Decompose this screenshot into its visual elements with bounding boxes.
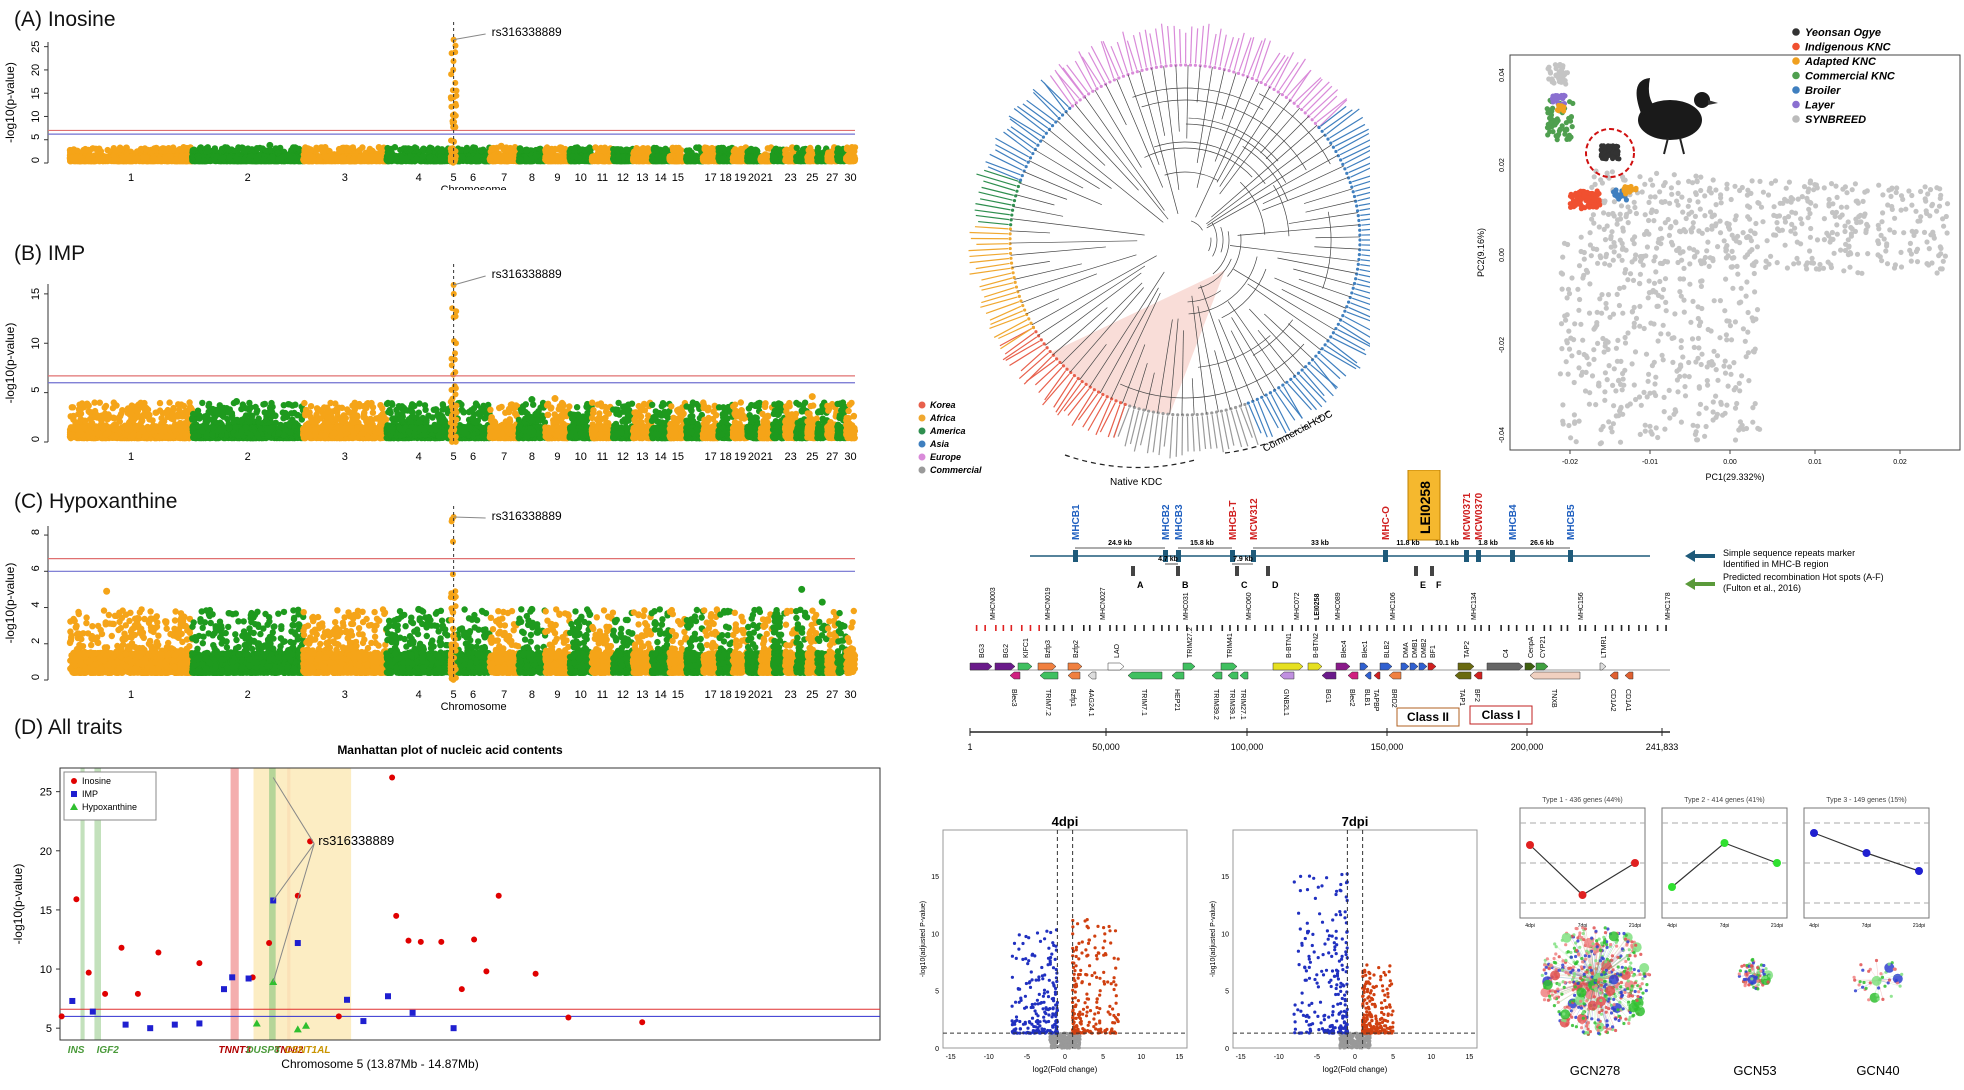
- snp-point: [458, 153, 466, 160]
- snp-point: [343, 144, 350, 152]
- snp-point: [315, 156, 323, 163]
- snp-point: [322, 154, 329, 161]
- y-tick-label: 0: [30, 157, 42, 163]
- snp-point: [102, 154, 109, 161]
- snp-point: [307, 146, 314, 153]
- snp-point: [278, 154, 285, 162]
- snp-point: [321, 144, 328, 151]
- snp-point: [184, 147, 191, 154]
- snp-point: [610, 146, 617, 153]
- y-axis-label: -log10(p-value): [3, 62, 17, 143]
- snp-point: [123, 144, 130, 151]
- y-tick-label: 15: [30, 87, 42, 99]
- snp-point: [349, 156, 356, 163]
- snp-point: [339, 154, 347, 161]
- snp-point: [413, 145, 420, 152]
- snp-point: [74, 147, 81, 154]
- snp-point: [195, 155, 202, 162]
- snp-point: [116, 146, 124, 153]
- snp-point: [305, 156, 312, 163]
- snp-point: [473, 154, 480, 162]
- snp-point: [139, 154, 147, 161]
- snp-point: [571, 145, 578, 153]
- snp-point: [393, 156, 400, 163]
- snp-point: [504, 146, 511, 153]
- snp-point: [543, 144, 551, 151]
- snp-point: [544, 156, 551, 163]
- snp-point: [359, 144, 366, 151]
- snp-point: [161, 155, 169, 162]
- snp-point: [119, 154, 127, 162]
- snp-point: [260, 156, 267, 163]
- snp-point: [226, 154, 233, 161]
- snp-point: [598, 153, 605, 161]
- snp-point: [437, 156, 444, 163]
- snp-point: [78, 157, 85, 164]
- y-tick-label: 10: [30, 110, 42, 122]
- snp-point: [167, 145, 174, 152]
- snp-point: [517, 156, 524, 163]
- snp-point: [387, 155, 394, 163]
- snp-point: [419, 153, 427, 160]
- panel-title-a: (A) Inosine: [14, 8, 116, 32]
- snp-point: [89, 153, 96, 161]
- snp-point: [573, 154, 580, 161]
- y-tick-label: 5: [30, 134, 42, 140]
- snp-point: [178, 156, 185, 163]
- manhattan-panel-a: (A) Inosine 0 5 10 15 20 25 -log10(p-value) rs3…: [0, 0, 880, 190]
- snp-point: [196, 144, 204, 152]
- snp-point: [493, 154, 500, 162]
- snp-point: [590, 153, 597, 160]
- snp-point: [253, 145, 261, 152]
- snp-point: [104, 146, 111, 154]
- snp-point: [407, 145, 414, 153]
- snp-point: [133, 154, 141, 162]
- snp-point: [125, 155, 133, 163]
- snp-point: [334, 155, 341, 162]
- snp-point: [172, 156, 179, 163]
- snp-point: [550, 146, 557, 154]
- snp-point: [413, 155, 420, 162]
- snp-point: [69, 154, 76, 162]
- snp-point: [313, 147, 320, 154]
- snp-point: [245, 156, 252, 164]
- snp-point: [111, 155, 118, 163]
- snp-point: [426, 154, 433, 162]
- snp-point: [285, 153, 293, 160]
- snp-point: [463, 146, 470, 154]
- snp-point: [328, 156, 335, 163]
- snp-point: [489, 146, 496, 153]
- snp-point: [457, 146, 465, 154]
- snp-point: [399, 154, 406, 161]
- snp-point: [384, 144, 391, 152]
- snp-point: [357, 154, 364, 161]
- snp-point: [217, 155, 224, 162]
- snp-point: [471, 144, 479, 151]
- snp-point: [419, 146, 427, 153]
- snp-point: [151, 155, 158, 163]
- y-tick-label: 25: [30, 41, 42, 53]
- snp-point: [156, 156, 163, 163]
- snp-point: [366, 146, 374, 153]
- y-tick-label: 20: [30, 64, 42, 76]
- snp-point: [524, 156, 531, 164]
- snp-point: [204, 144, 211, 151]
